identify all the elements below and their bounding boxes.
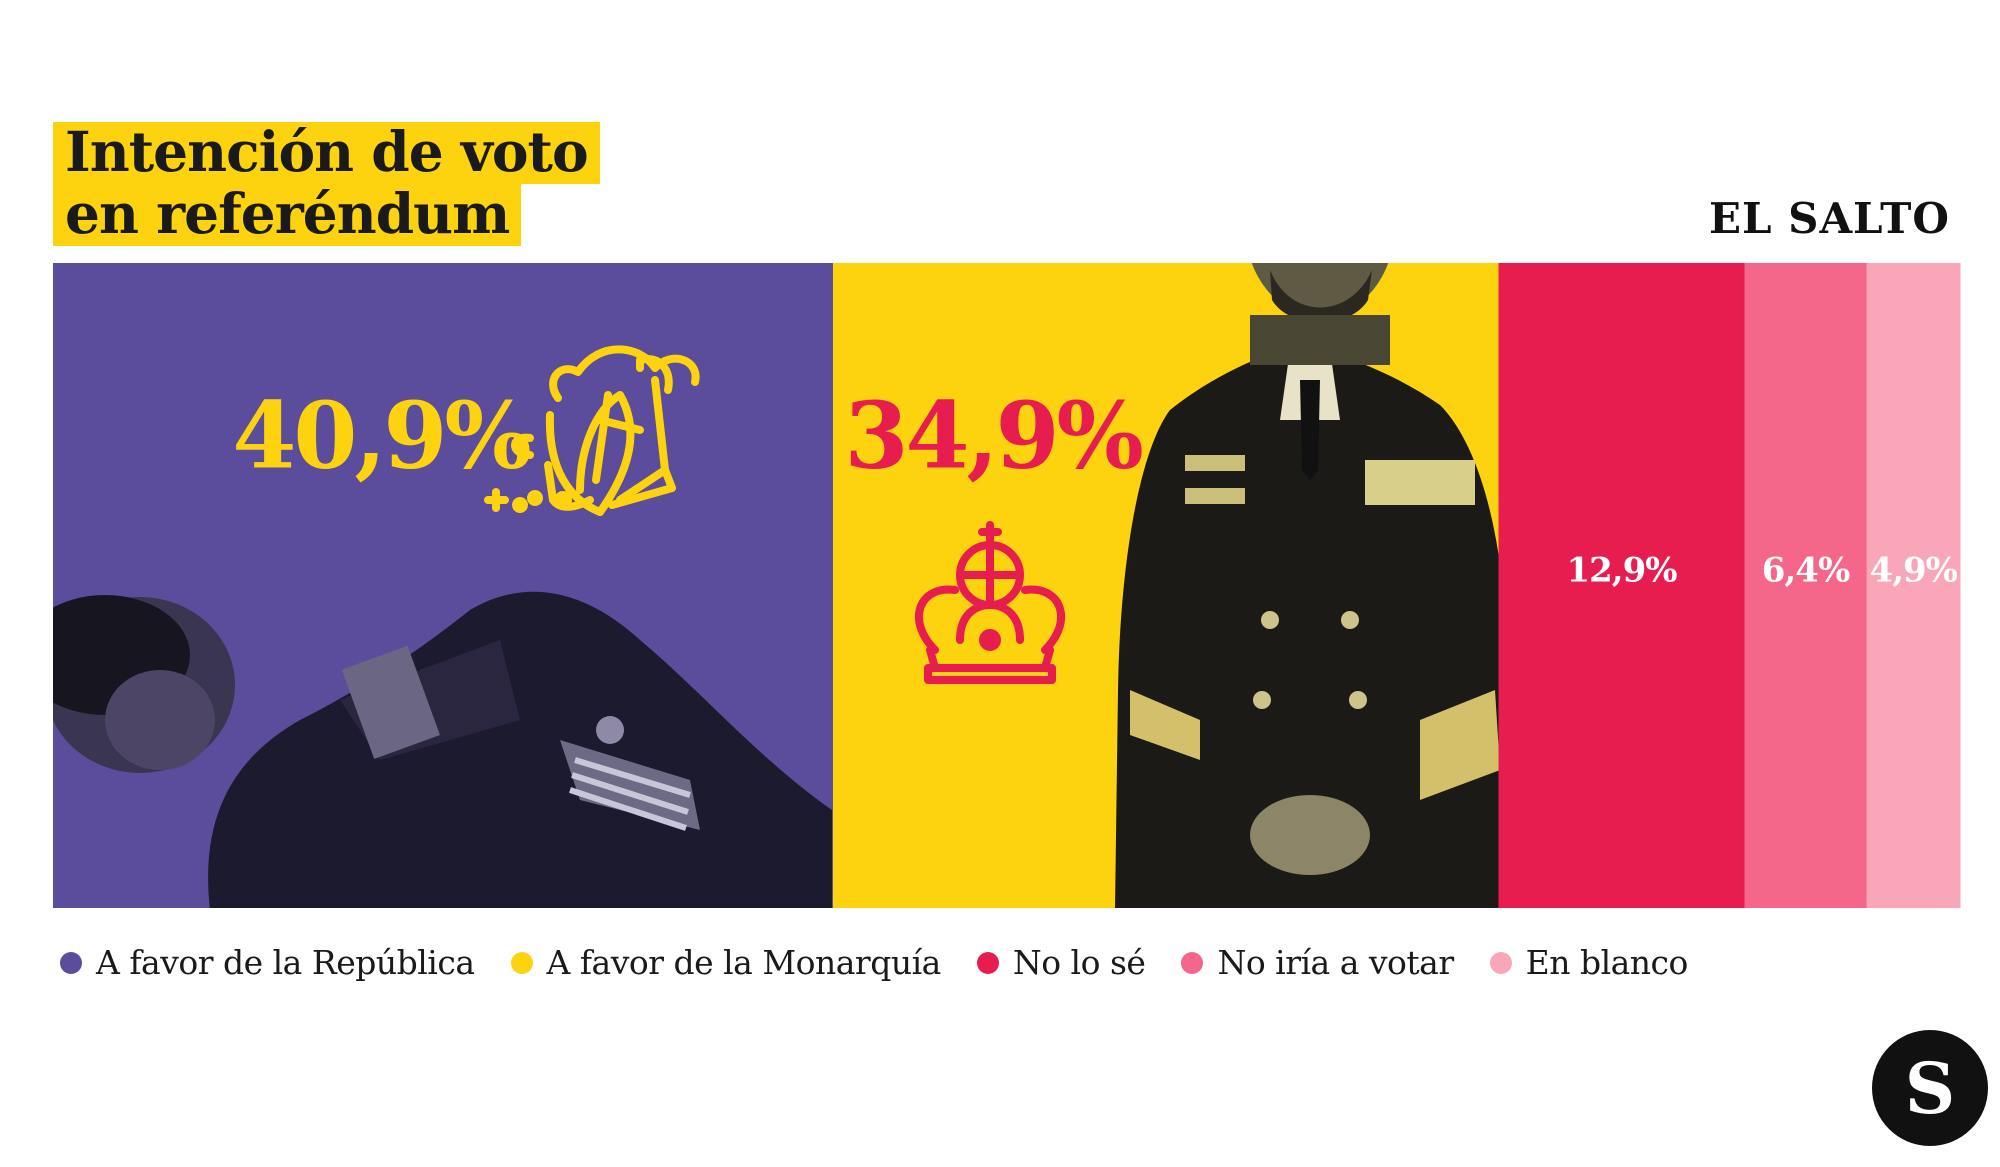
legend-dot-3: [976, 951, 999, 974]
legend: A favor de la República A favor de la Mon…: [60, 943, 1724, 982]
brand-name: EL SALTO: [1708, 194, 1950, 243]
broken-crown-icon: [484, 345, 700, 516]
value-label-1: 40,9%: [232, 381, 530, 489]
chart-title: Intención de voto en referéndum: [53, 122, 600, 246]
legend-item-1: A favor de la República: [60, 943, 475, 982]
legend-label-1: A favor de la República: [96, 943, 475, 982]
title-line-1: Intención de voto: [53, 122, 600, 184]
king-standing-photo: [1115, 263, 1499, 908]
legend-item-5: En blanco: [1489, 943, 1689, 982]
value-label-2: 34,9%: [844, 381, 1142, 489]
legend-label-3: No lo sé: [1012, 943, 1146, 982]
legend-dot-5: [1489, 951, 1512, 974]
legend-item-4: No iría a votar: [1181, 943, 1454, 982]
title-line-2: en referéndum: [53, 184, 522, 246]
king-lying-photo: [53, 591, 832, 908]
legend-label-2: A favor de la Monarquía: [546, 943, 942, 982]
legend-item-3: No lo sé: [976, 943, 1146, 982]
value-label-4: 6,4%: [1762, 551, 1850, 591]
value-label-3: 12,9%: [1566, 551, 1677, 591]
legend-label-4: No iría a votar: [1217, 943, 1454, 982]
legend-dot-4: [1181, 951, 1204, 974]
legend-dot-2: [510, 951, 533, 974]
bar-segment-3: [1498, 263, 1746, 908]
legend-label-5: En blanco: [1525, 943, 1689, 982]
value-labels: 40,9% 34,9% 12,9% 6,4% 4,9%: [232, 381, 1958, 591]
legend-dot-1: [60, 951, 82, 974]
el-salto-logo: S: [1872, 1030, 1988, 1146]
bar-segments: [53, 263, 1961, 908]
crown-icon: [914, 521, 1066, 684]
value-label-5: 4,9%: [1870, 551, 1958, 591]
bar-segment-4: [1744, 263, 1868, 908]
legend-item-2: A favor de la Monarquía: [510, 943, 942, 982]
bar-segment-5: [1866, 263, 1961, 908]
